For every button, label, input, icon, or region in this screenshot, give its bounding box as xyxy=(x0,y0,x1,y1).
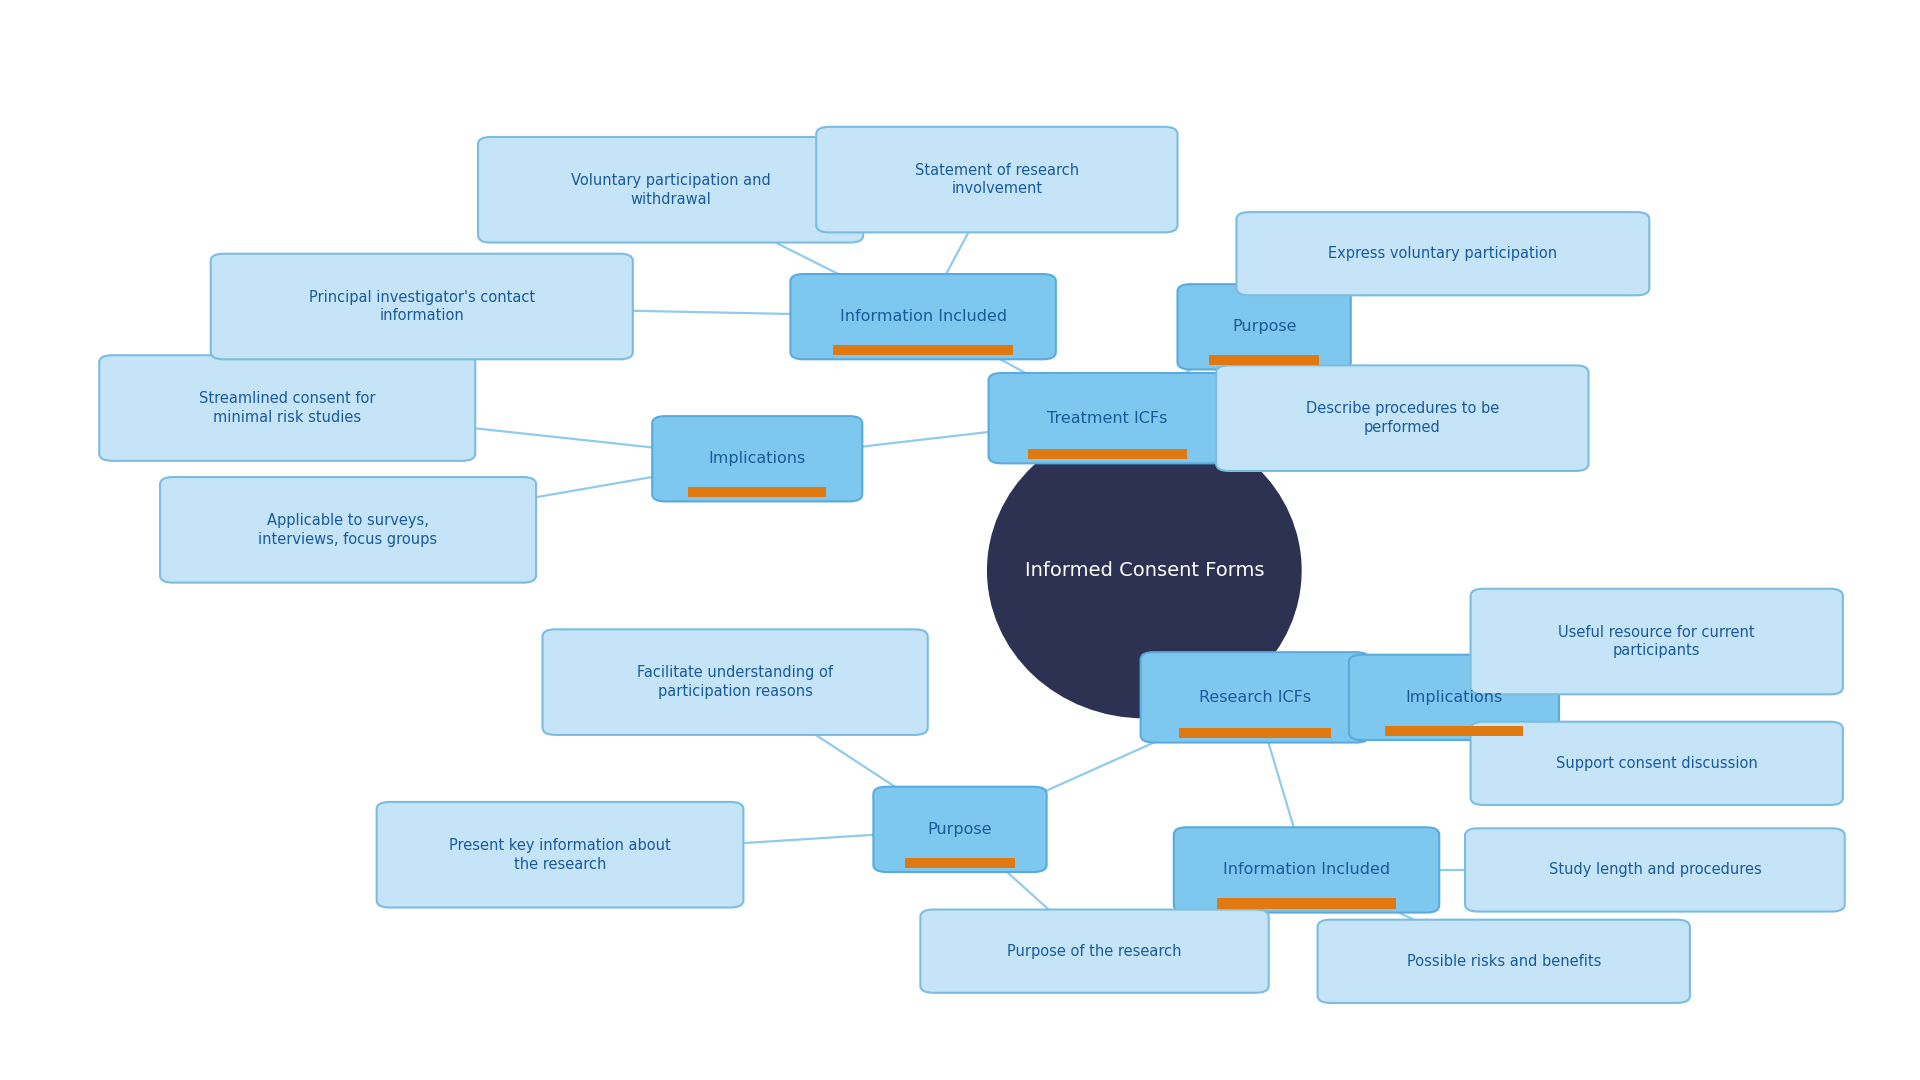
Text: Express voluntary participation: Express voluntary participation xyxy=(1329,246,1557,261)
Text: Describe procedures to be
performed: Describe procedures to be performed xyxy=(1306,402,1500,435)
FancyBboxPatch shape xyxy=(904,858,1016,868)
Text: Useful resource for current
participants: Useful resource for current participants xyxy=(1559,624,1755,659)
Text: Research ICFs: Research ICFs xyxy=(1198,690,1311,705)
FancyBboxPatch shape xyxy=(1179,728,1331,739)
Text: Voluntary participation and
withdrawal: Voluntary participation and withdrawal xyxy=(570,173,770,206)
Text: Purpose of the research: Purpose of the research xyxy=(1008,944,1183,959)
FancyBboxPatch shape xyxy=(1210,355,1319,365)
FancyBboxPatch shape xyxy=(989,373,1227,463)
Text: Present key information about
the research: Present key information about the resear… xyxy=(449,838,670,872)
FancyBboxPatch shape xyxy=(543,630,927,734)
Text: Informed Consent Forms: Informed Consent Forms xyxy=(1025,561,1263,580)
FancyBboxPatch shape xyxy=(816,126,1177,232)
Ellipse shape xyxy=(987,423,1302,717)
Text: Support consent discussion: Support consent discussion xyxy=(1555,756,1757,771)
Text: Study length and procedures: Study length and procedures xyxy=(1549,863,1761,877)
FancyBboxPatch shape xyxy=(874,786,1046,872)
FancyBboxPatch shape xyxy=(211,254,634,360)
Text: Treatment ICFs: Treatment ICFs xyxy=(1046,410,1167,426)
Text: Principal investigator's contact
information: Principal investigator's contact informa… xyxy=(309,289,536,323)
Text: Information Included: Information Included xyxy=(1223,863,1390,877)
FancyBboxPatch shape xyxy=(920,909,1269,993)
Text: Possible risks and benefits: Possible risks and benefits xyxy=(1407,954,1601,969)
Text: Purpose: Purpose xyxy=(1233,320,1296,335)
FancyBboxPatch shape xyxy=(1465,828,1845,912)
FancyBboxPatch shape xyxy=(1215,365,1588,471)
Text: Implications: Implications xyxy=(708,451,806,467)
Text: Applicable to surveys,
interviews, focus groups: Applicable to surveys, interviews, focus… xyxy=(259,513,438,546)
FancyBboxPatch shape xyxy=(653,416,862,501)
FancyBboxPatch shape xyxy=(100,355,476,461)
Text: Implications: Implications xyxy=(1405,690,1503,705)
FancyBboxPatch shape xyxy=(687,487,826,498)
FancyBboxPatch shape xyxy=(1217,899,1396,908)
FancyBboxPatch shape xyxy=(1173,827,1440,913)
FancyBboxPatch shape xyxy=(791,274,1056,360)
FancyBboxPatch shape xyxy=(376,802,743,907)
FancyBboxPatch shape xyxy=(1350,654,1559,740)
Text: Purpose: Purpose xyxy=(927,822,993,837)
FancyBboxPatch shape xyxy=(1236,212,1649,295)
FancyBboxPatch shape xyxy=(1384,726,1523,735)
FancyBboxPatch shape xyxy=(1471,721,1843,805)
FancyBboxPatch shape xyxy=(1177,284,1352,369)
FancyBboxPatch shape xyxy=(478,137,864,243)
FancyBboxPatch shape xyxy=(1471,589,1843,694)
Text: Information Included: Information Included xyxy=(839,309,1006,324)
Text: Streamlined consent for
minimal risk studies: Streamlined consent for minimal risk stu… xyxy=(200,391,376,424)
FancyBboxPatch shape xyxy=(1027,449,1187,459)
Text: Facilitate understanding of
participation reasons: Facilitate understanding of participatio… xyxy=(637,665,833,699)
FancyBboxPatch shape xyxy=(159,477,536,582)
FancyBboxPatch shape xyxy=(1140,652,1369,743)
FancyBboxPatch shape xyxy=(1317,920,1690,1003)
Text: Statement of research
involvement: Statement of research involvement xyxy=(914,163,1079,197)
FancyBboxPatch shape xyxy=(833,346,1014,355)
